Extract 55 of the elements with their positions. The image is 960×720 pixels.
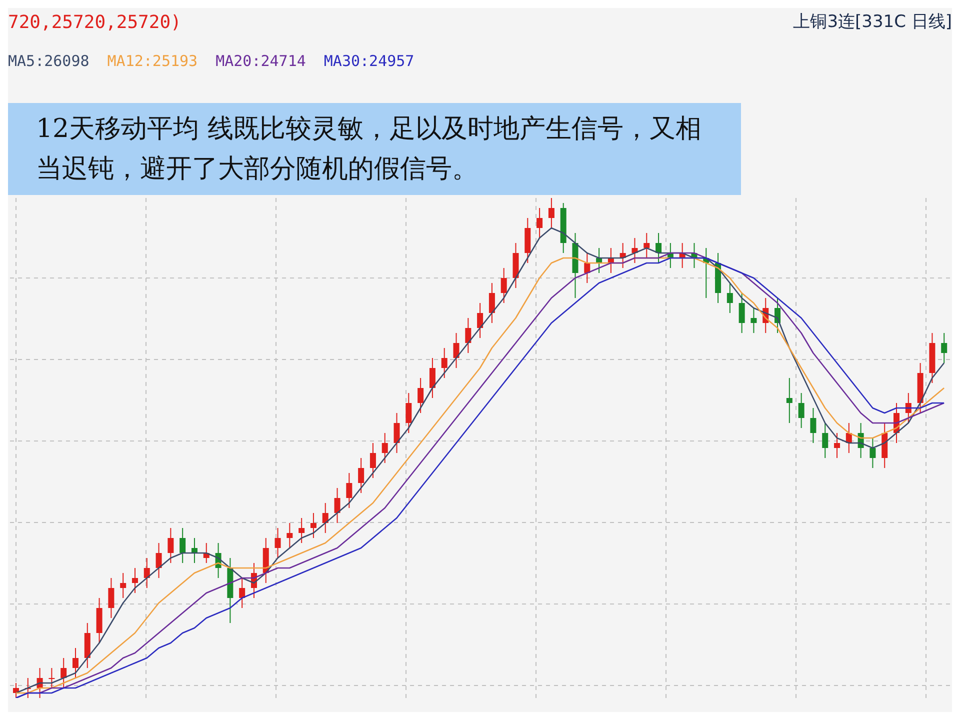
text: 12天移动平均 线既比较灵敏，足以及时地产生信号，又相当迟钝，避开了大部分随机的假信号。 [8,103,741,195]
candlestick [168,528,174,564]
candlestick [274,528,281,558]
text: MA20:24714 [216,52,306,70]
text: MA5:26098 [8,52,90,70]
candlestick [286,522,293,548]
candlestick [738,292,745,334]
text: 720,25720,25720) [8,12,182,33]
candlestick [477,302,484,338]
text: 上铜3连[331C 日线] [793,11,952,33]
candlestick [108,578,114,618]
candlestick [822,422,828,458]
candlestick [548,198,554,228]
candlestick [310,512,316,538]
candlestick [180,528,186,564]
candlestick [370,442,376,478]
candlestick [500,268,507,304]
candlestick [750,308,757,334]
candlestick [536,208,543,238]
candlestick [298,518,305,544]
text: MA30:24957 [324,52,414,70]
candlestick [156,542,162,578]
candlestick [144,558,150,588]
candlestick [488,282,495,324]
candlestick [656,232,662,264]
candlestick [453,332,460,368]
candlestick [441,348,448,378]
candlestick [322,502,328,534]
candlestick [465,318,472,354]
candlestick [726,282,733,314]
candlestick [644,232,650,258]
candlestick [191,538,198,564]
candlestick [584,252,590,284]
candlestick [786,378,792,424]
candlestick [60,658,67,688]
candlestick [870,438,876,468]
candlestick [239,578,246,608]
candlestick [905,392,912,424]
candlestick [120,572,126,598]
candlestick [418,378,424,414]
candlestick [798,392,804,428]
candlestick [382,432,388,464]
text: MA12:25193 [107,52,198,70]
candlestick [406,392,412,434]
candlestick [834,432,840,458]
candlestick [941,332,948,364]
candlestick [429,358,436,398]
candlestick [334,488,340,524]
candlestick [72,648,78,678]
candlestick [346,472,352,508]
candlestick [132,568,138,594]
candlestick [810,408,816,444]
candlestick [358,458,364,494]
candlestick [48,668,55,688]
candlestick [394,412,400,454]
